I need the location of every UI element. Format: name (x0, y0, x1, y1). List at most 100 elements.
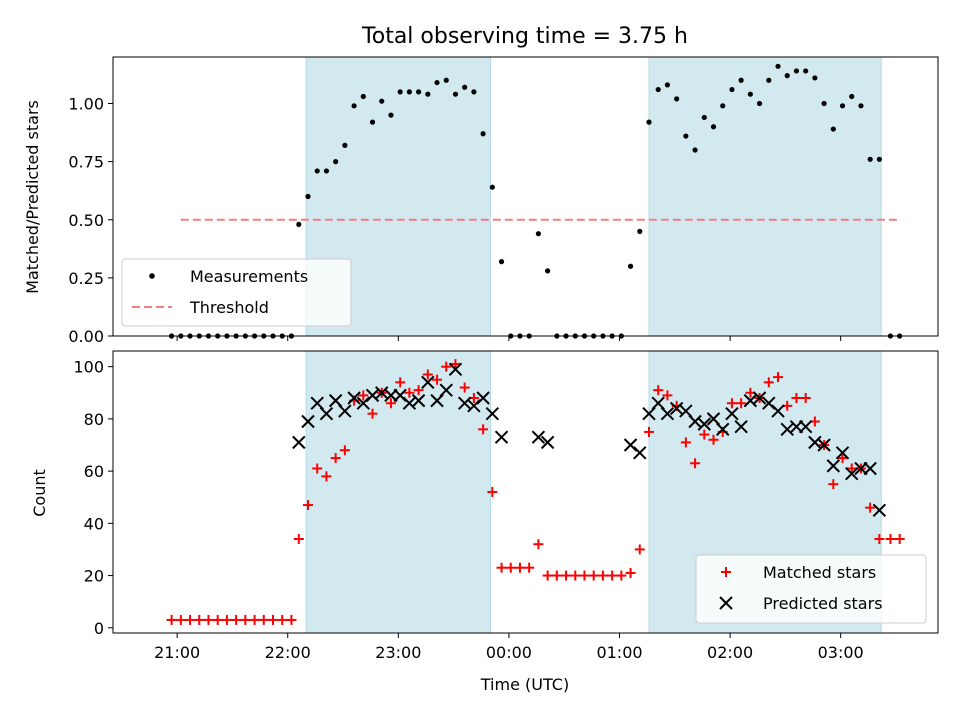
predicted-star-point (716, 422, 730, 437)
matched-star-point (185, 614, 196, 625)
predicted-star-point (476, 391, 490, 405)
measurement-point (397, 89, 403, 95)
x-tick-label: 23:00 (375, 643, 421, 662)
measurement-point (747, 91, 753, 97)
top-x-tick-marks (176, 336, 842, 341)
x-tick-label: 22:00 (265, 643, 311, 662)
measurement-point (415, 89, 422, 95)
matched-stars-points (166, 359, 905, 625)
measurement-point (664, 82, 671, 88)
measurement-point (296, 221, 302, 227)
measurement-point (452, 91, 459, 97)
measurement-point (793, 68, 800, 74)
matched-star-point (726, 398, 737, 409)
measurement-point (674, 96, 680, 102)
matched-star-point (625, 567, 636, 578)
predicted-star-point (734, 420, 748, 434)
matched-star-point (459, 382, 470, 393)
measurement-point (821, 100, 827, 107)
predicted-star-point (863, 461, 877, 476)
measurement-point (462, 84, 468, 90)
measurement-point (876, 156, 882, 162)
matched-star-point (212, 614, 223, 625)
matched-star-point (634, 544, 645, 555)
matched-star-point (680, 437, 691, 448)
predicted-star-point (872, 503, 887, 517)
matched-star-point (277, 614, 288, 625)
measurement-point (775, 63, 781, 69)
matched-star-point (885, 534, 896, 544)
measurement-point (314, 168, 320, 174)
measurement-point (342, 142, 348, 148)
matched-star-point (203, 614, 214, 625)
predicted-star-point (448, 362, 463, 376)
x-tick-label: 02:00 (707, 643, 753, 662)
matched-star-point (293, 534, 304, 544)
predicted-star-point (540, 435, 555, 450)
predicted-star-point (771, 404, 785, 418)
matched-star-point (643, 426, 654, 437)
matched-star-point (874, 534, 885, 544)
matched-star-point (828, 479, 839, 490)
matched-star-point (267, 614, 278, 625)
measurement-point (425, 91, 431, 97)
matched-star-point (837, 453, 848, 464)
measurement-point (646, 119, 652, 125)
predicted-star-point (660, 406, 675, 421)
matched-star-point (561, 570, 572, 581)
measurement-point (803, 68, 809, 74)
legend-threshold-label: Threshold (189, 298, 269, 317)
matched-star-point (450, 359, 461, 370)
legend-predicted-marker (719, 596, 733, 610)
predicted-stars-points (292, 362, 887, 517)
matched-star-point (616, 570, 627, 581)
legend-matched-label: Matched stars (763, 563, 876, 582)
measurement-point (692, 147, 698, 153)
matched-star-point (597, 570, 608, 581)
measurement-point (784, 73, 790, 79)
measurement-point (729, 86, 735, 93)
matched-star-point (395, 377, 406, 388)
measurement-point (406, 89, 412, 95)
y-tick-label: 1.00 (68, 95, 104, 114)
matched-star-point (736, 398, 747, 409)
predicted-star-point (798, 420, 813, 434)
measurement-point (360, 93, 366, 100)
predicted-star-point (347, 391, 361, 405)
predicted-star-point (494, 430, 509, 444)
measurement-point (766, 77, 772, 83)
matched-star-point (763, 377, 774, 388)
top-observing-windows (305, 56, 882, 337)
measurement-point (545, 268, 551, 274)
bottom-y-axis-label: Count (30, 469, 49, 517)
matched-star-point (542, 570, 553, 581)
x-tick-label: 01:00 (596, 643, 642, 662)
measurement-point (369, 119, 376, 125)
bottom-legend-box (695, 554, 927, 624)
matched-star-point (249, 614, 260, 625)
top-legend-box (121, 258, 352, 327)
matched-star-point (422, 369, 433, 380)
predicted-star-point (531, 430, 546, 444)
matched-star-point (699, 429, 710, 440)
matched-star-point (653, 385, 664, 396)
measurement-point (351, 103, 357, 109)
matched-star-point (773, 372, 784, 383)
measurement-point (858, 103, 864, 109)
measurement-point (756, 100, 763, 107)
matched-star-point (231, 614, 242, 625)
bottom-panel: 0 20 40 60 80 100 21:00 22:00 23:00 00:00 01:00 02… (30, 350, 939, 694)
y-tick-label: 20 (84, 567, 104, 586)
measurement-point (443, 77, 449, 83)
matched-star-point (894, 534, 905, 544)
predicted-star-point (485, 406, 500, 421)
y-tick-label: 0.25 (68, 269, 104, 288)
observing-window-1 (648, 56, 882, 337)
measurement-point (839, 103, 846, 109)
matched-star-point (385, 398, 396, 409)
y-tick-label: 40 (84, 514, 104, 533)
matched-star-point (432, 374, 443, 385)
predicted-star-point (826, 459, 841, 473)
measurement-point (305, 193, 311, 200)
